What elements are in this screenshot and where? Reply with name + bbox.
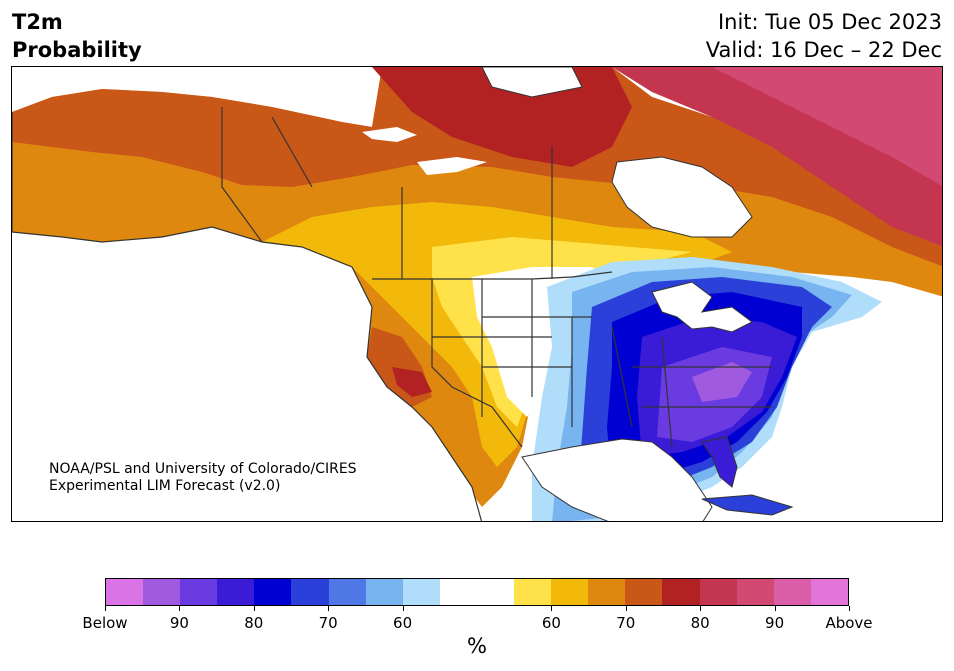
colorbar-tick-label: 80 [690, 614, 710, 632]
cuba [701, 494, 794, 516]
colorbar-swatch [514, 579, 552, 605]
map-title: T2m Probability [12, 8, 142, 64]
credit-line-1: NOAA/PSL and University of Colorado/CIRE… [49, 461, 357, 477]
colorbar-tick-mark [253, 606, 255, 611]
colorbar-swatch [217, 579, 255, 605]
colorbar-tick-label: 90 [169, 614, 189, 632]
colorbar-swatch [773, 579, 811, 605]
colorbar-swatch [180, 579, 218, 605]
colorbar-tick-mark [774, 606, 776, 611]
colorbar-swatch [402, 579, 440, 605]
colorbar-swatch [625, 579, 663, 605]
colorbar-tick-mark [551, 606, 553, 611]
forecast-dates: Init: Tue 05 Dec 2023 Valid: 16 Dec – 22… [706, 8, 942, 64]
colorbar-swatch [254, 579, 292, 605]
colorbar-swatch [736, 579, 774, 605]
great-lakes [651, 281, 753, 333]
colorbar-swatch [365, 579, 403, 605]
colorbar-tick-mark [179, 606, 181, 611]
colorbar-swatch [328, 579, 366, 605]
warm-region-east-light [712, 67, 942, 186]
warm-region-mid [12, 67, 942, 267]
florida [701, 436, 738, 488]
colorbar-swatch [662, 579, 700, 605]
colorbar-tick-label: Above [825, 614, 873, 632]
colorbar-swatch [476, 579, 515, 605]
colorbar-tick-mark [328, 606, 330, 611]
colorbar-swatch [291, 579, 329, 605]
colorbar-tick-mark [700, 606, 702, 611]
title-line-2: Probability [12, 38, 142, 62]
colorbar-tick-label: 90 [765, 614, 785, 632]
warm-region-core [372, 67, 632, 167]
valid-date: Valid: 16 Dec – 22 Dec [705, 38, 942, 62]
colorbar-tick-label: 70 [616, 614, 636, 632]
great-slave-lake [417, 157, 487, 175]
colorbar-tick-mark [849, 606, 850, 611]
colorbar-tick-label: 70 [318, 614, 338, 632]
pacific-ocean [12, 227, 482, 521]
hudson-bay [611, 156, 753, 238]
colorbar-swatch [439, 579, 477, 605]
colorbar-tick-label: Below [82, 614, 128, 632]
colorbar-swatch [551, 579, 589, 605]
init-date: Init: Tue 05 Dec 2023 [717, 10, 942, 34]
borders [12, 107, 772, 521]
title-line-1: T2m [12, 10, 63, 34]
probability-map [11, 66, 943, 522]
colorbar-swatch [810, 579, 848, 605]
colorbar-units: % [467, 634, 487, 658]
colorbar-tick-label: 60 [541, 614, 561, 632]
credit-text: NOAA/PSL and University of Colorado/CIRE… [49, 461, 357, 495]
credit-line-2: Experimental LIM Forecast (v2.0) [49, 478, 281, 494]
colorbar-tick-mark [402, 606, 404, 611]
southwest-core [392, 367, 432, 397]
colorbar-swatch [106, 579, 144, 605]
colorbar-swatch [143, 579, 181, 605]
colorbar-tick-mark [105, 606, 106, 611]
colorbar-tick-label: 80 [244, 614, 264, 632]
colorbar-tick-label: 60 [393, 614, 413, 632]
great-bear-lake [362, 127, 417, 142]
cold-region-core [692, 362, 752, 402]
neutral-zone [472, 267, 612, 417]
arctic-water [481, 67, 583, 98]
map-canvas [12, 67, 942, 521]
colorbar [105, 578, 849, 606]
colorbar-tick-mark [625, 606, 627, 611]
colorbar-swatch [699, 579, 737, 605]
gulf-of-mexico [521, 438, 713, 521]
atlantic-ocean [713, 297, 942, 521]
colorbar-swatch [588, 579, 626, 605]
